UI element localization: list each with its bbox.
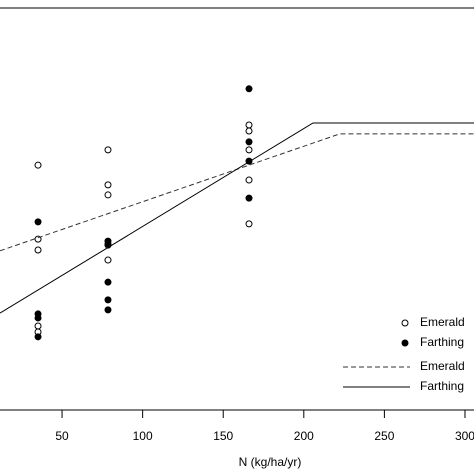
data-point: [245, 146, 253, 154]
legend-label: Farthing: [420, 335, 464, 349]
legend-marker: [401, 339, 409, 347]
x-tick-label: 300: [455, 429, 474, 443]
data-point: [104, 296, 112, 304]
data-point: [245, 220, 253, 228]
data-point: [34, 161, 42, 169]
x-axis-label: N (kg/ha/yr): [239, 455, 302, 469]
x-tick-label: 150: [213, 429, 233, 443]
x-tick-label: 250: [374, 429, 394, 443]
data-point: [104, 181, 112, 189]
plot-frame: [0, 7, 474, 411]
x-tick-label: 100: [133, 429, 153, 443]
data-point: [34, 218, 42, 226]
fit-line: [0, 122, 474, 314]
data-point: [104, 146, 112, 154]
fit-line: [0, 133, 474, 252]
data-point: [245, 121, 253, 129]
data-point: [245, 138, 253, 146]
data-point: [245, 176, 253, 184]
data-point: [104, 191, 112, 199]
legend-marker: [401, 319, 409, 327]
legend-label: Emerald: [420, 359, 465, 373]
data-point: [34, 322, 42, 330]
data-point: [34, 333, 42, 341]
data-point: [34, 246, 42, 254]
data-point: [245, 194, 253, 202]
data-point: [104, 256, 112, 264]
data-point: [104, 278, 112, 286]
data-point: [104, 306, 112, 314]
x-tick-label: 200: [294, 429, 314, 443]
legend-label: Farthing: [420, 379, 464, 393]
data-point: [34, 314, 42, 322]
data-point: [245, 85, 253, 93]
legend-label: Emerald: [420, 315, 465, 329]
data-point: [245, 127, 253, 135]
x-tick-label: 50: [55, 429, 69, 443]
